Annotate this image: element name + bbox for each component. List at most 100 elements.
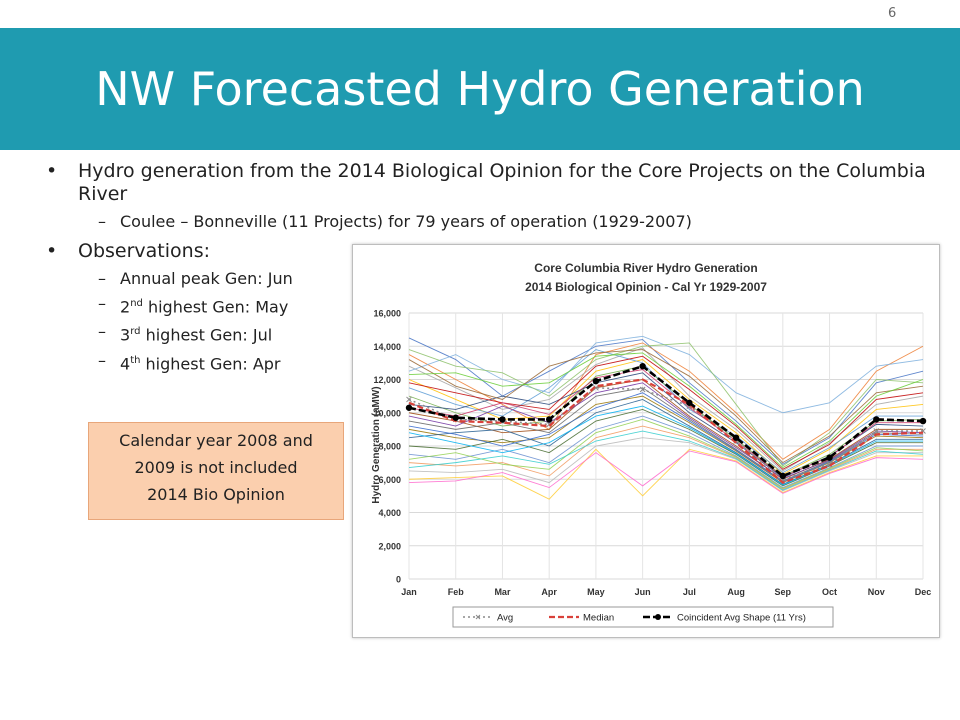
slide-number: 6 [888,6,897,21]
observation-text: highest Gen: Jul [140,325,273,345]
year-series-line [408,425,923,490]
year-series-line [408,430,924,491]
y-tick-label: 6,000 [378,475,401,485]
dash-icon: – [98,322,106,342]
x-tick-label: Jun [635,587,651,597]
year-series-line [408,450,924,494]
data-point [732,434,740,441]
dash-icon: – [98,294,106,313]
slide-title: NW Forecasted Hydro Generation [95,62,865,116]
title-bar: NW Forecasted Hydro Generation [0,28,960,150]
year-series-line [408,395,924,484]
y-tick-label: 14,000 [373,342,401,352]
data-point [826,454,833,461]
observation-ordinal: 4 [120,353,131,373]
x-tick-label: Dec [915,587,932,597]
dash-icon: – [98,350,106,370]
observation-text: Annual peak Gen: Jun [120,269,293,288]
x-tick-label: Feb [448,587,465,597]
hydro-generation-chart: Core Columbia River Hydro Generation 201… [371,261,932,628]
ordinal-suffix: rd [130,326,141,338]
note-line: 2009 is not included [134,458,298,477]
chart-frame: Core Columbia River Hydro Generation 201… [352,244,940,638]
legend-marker [475,614,481,620]
x-tick-label: Nov [868,587,885,597]
bullet-dot-icon: • [46,160,58,182]
bullet-hydro-generation: • Hydro generation from the 2014 Biologi… [46,160,926,206]
legend-label: Coincident Avg Shape (11 Yrs) [677,613,806,624]
x-tick-label: Jul [683,587,696,597]
x-tick-label: Jan [401,587,417,597]
data-point [919,417,927,425]
year-series-line [408,355,924,470]
x-tick-label: Aug [727,587,745,597]
year-series-line [408,335,924,414]
year-series-line [408,342,924,460]
note-line: Calendar year 2008 and [119,431,313,450]
data-point [873,416,880,423]
data-point [873,428,880,434]
note-box: Calendar year 2008 and 2009 is not inclu… [88,422,344,520]
chart-subtitle: 2014 Biological Opinion - Cal Yr 1929-20… [525,280,767,294]
data-point [639,363,646,370]
year-series-line [408,387,924,482]
data-point [452,414,459,421]
ordinal-suffix: nd [130,298,143,309]
x-tick-label: Apr [541,587,557,597]
note-line: 2014 Bio Opinion [147,485,285,504]
bullet-list: • Hydro generation from the 2014 Biologi… [46,160,926,379]
dash-icon: – [98,212,106,231]
data-point [639,386,646,393]
series-line [408,387,923,481]
x-tick-label: May [587,587,605,597]
year-series-line [408,352,924,469]
sub-bullet-text: Coulee – Bonneville (11 Projects) for 79… [120,212,692,231]
y-tick-label: 2,000 [378,541,401,551]
y-tick-label: 10,000 [373,408,401,418]
dash-icon: – [98,269,106,288]
chart-title: Core Columbia River Hydro Generation [534,261,757,275]
bullet-dot-icon: • [46,240,58,262]
x-tick-label: Oct [822,587,837,597]
legend-label: Median [583,613,614,624]
year-series-line [408,448,923,500]
legend-marker [655,614,661,620]
year-series-line [408,349,924,464]
year-series-line [408,342,924,467]
legend-label: Avg [497,613,513,624]
bullet-text: Observations: [78,240,210,262]
year-series-line [408,437,923,492]
observation-item: – Annual peak Gen: Jun [46,269,926,289]
bullet-text: Hydro generation from the 2014 Biologica… [78,160,926,205]
y-tick-label: 0 [396,575,401,585]
year-series-line [408,418,924,489]
bullet-observations: • Observations: [46,240,926,263]
year-series-line [408,382,924,479]
year-series-line [408,349,923,474]
series-line [408,378,924,484]
observation-item: – 3rd highest Gen: Jul [46,322,926,345]
y-tick-label: 12,000 [373,375,401,385]
data-point [779,472,787,480]
year-series-line [408,392,924,483]
sub-bullet-coulee: – Coulee – Bonneville (11 Projects) for … [46,212,926,232]
year-series-line [408,369,923,478]
year-series-line [408,408,923,487]
data-point [499,416,506,423]
y-tick-label: 4,000 [378,508,401,518]
x-tick-label: Sep [775,587,792,597]
observation-ordinal: 3 [120,325,131,345]
data-point [545,416,553,423]
y-axis-label: Hydro Generation (aMW) [371,386,382,503]
year-series-line [408,405,923,486]
data-point [592,377,600,385]
observation-text: highest Gen: Apr [140,353,281,373]
x-tick-label: Mar [494,587,511,597]
data-point [405,404,413,411]
ordinal-suffix: th [130,354,141,366]
data-point [406,396,412,403]
y-tick-label: 8,000 [378,442,401,452]
observation-ordinal: 2 [120,297,131,317]
observation-text: highest Gen: May [142,297,289,317]
series-line [408,364,924,478]
